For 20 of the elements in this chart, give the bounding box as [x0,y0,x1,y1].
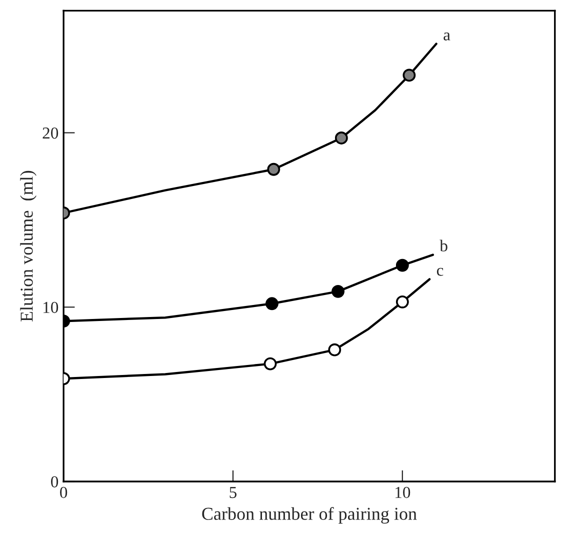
series-label: b [440,240,448,252]
point [396,258,409,272]
x-tick-label: 0 [60,486,68,498]
point [267,162,280,176]
y-tick-label: 10 [44,302,58,314]
y-axis-title: Elution volume (ml) [20,170,36,322]
series-label: a [444,32,450,40]
point [328,343,342,356]
series-label: c [436,268,444,276]
point [266,297,278,310]
point [264,357,277,370]
x-axis-title: Carbon number of pairing ion [202,507,417,524]
x-tick-label: 5 [230,487,237,498]
y-tick-label: 20 [42,127,58,139]
x-tick-label: 10 [396,486,410,498]
point [402,68,416,82]
point [334,132,348,144]
point [332,284,344,298]
point [396,295,409,308]
y-tick-label: 0 [51,476,58,488]
